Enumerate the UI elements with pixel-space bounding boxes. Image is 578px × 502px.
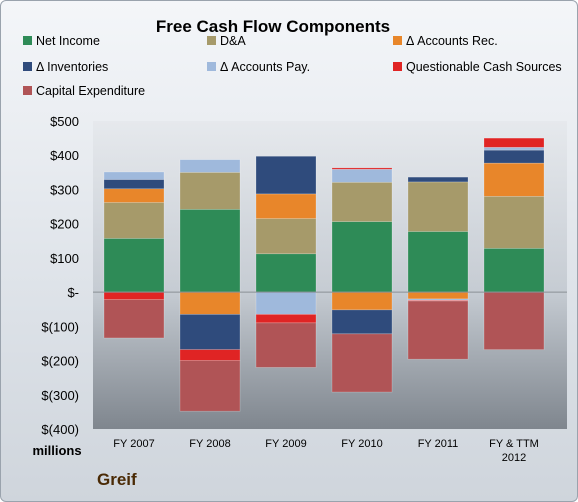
- bar-segment-accounts-rec: [331, 291, 393, 311]
- bar-segment-questionable-cash-sources: [255, 314, 317, 324]
- x-tick-label: FY & TTM 2012: [489, 438, 539, 464]
- y-tick-label: $(400): [41, 422, 79, 437]
- y-tick-label: $(100): [41, 319, 79, 334]
- bar-segment-accounts-pay: [103, 171, 165, 180]
- bar-segment-net-income: [103, 238, 165, 293]
- bars: [103, 137, 545, 412]
- bar-segment-d-a: [407, 181, 469, 232]
- x-tick-label: FY 2008: [189, 438, 230, 450]
- bar-segment-inventories: [179, 314, 241, 350]
- bar-segment-inventories: [331, 309, 393, 335]
- bar-segment-inventories: [483, 149, 545, 164]
- y-tick-label: $200: [50, 217, 79, 232]
- legend-label-capital-expenditure: Capital Expenditure: [36, 84, 145, 98]
- bar-segment-d-a: [103, 202, 165, 239]
- bar-segment-inventories: [103, 179, 165, 190]
- y-tick-label: $(300): [41, 388, 79, 403]
- bar-segment-accounts-pay: [255, 291, 317, 315]
- x-tick-label: FY 2011: [418, 438, 459, 450]
- legend-label-net-income: Net Income: [36, 34, 100, 48]
- bar-segment-net-income: [407, 231, 469, 293]
- y-tick-label: $(200): [41, 354, 79, 369]
- legend-label-questionable-cash-sources: Questionable Cash Sources: [406, 60, 562, 74]
- legend-label-d-a: D&A: [220, 34, 246, 48]
- y-tick-label: $500: [50, 114, 79, 129]
- bar-segment-capital-expenditure: [103, 299, 165, 339]
- unit-label: millions: [32, 443, 81, 458]
- legend-swatch-accounts-pay: [207, 62, 216, 71]
- bar-segment-accounts-pay: [483, 147, 545, 151]
- x-tick-label: FY 2010: [341, 438, 382, 450]
- chart-title: Free Cash Flow Components: [156, 17, 390, 36]
- legend-label-accounts-pay: Δ Accounts Pay.: [220, 60, 310, 74]
- bar-segment-d-a: [331, 181, 393, 222]
- legend-swatch-d-a: [207, 36, 216, 45]
- bar-segment-accounts-pay: [331, 168, 393, 183]
- bar-segment-net-income: [483, 248, 545, 293]
- bar-segment-questionable-cash-sources: [331, 167, 393, 170]
- bar-segment-accounts-rec: [179, 291, 241, 315]
- bar-segment-capital-expenditure: [179, 360, 241, 412]
- bar-segment-questionable-cash-sources: [179, 349, 241, 361]
- x-axis: FY 2007 FY 2008 FY 2009 FY 2010 FY 2011 FY & …: [113, 438, 539, 464]
- y-tick-label: $100: [50, 251, 79, 266]
- bar-segment-accounts-rec: [483, 162, 545, 197]
- bar-segment-d-a: [483, 195, 545, 249]
- bar-segment-capital-expenditure: [483, 291, 545, 350]
- legend: Net Income D&A Δ Accounts Rec. Δ Inventorie…: [23, 34, 562, 98]
- bar-segment-capital-expenditure: [255, 322, 317, 368]
- legend-swatch-questionable-cash-sources: [393, 62, 402, 71]
- y-axis: $500 $400 $300 $200 $100 $- $(100) $(200) $(300)…: [41, 114, 79, 437]
- legend-swatch-capital-expenditure: [23, 86, 32, 95]
- legend-swatch-accounts-rec: [393, 36, 402, 45]
- y-tick-label: $400: [50, 148, 79, 163]
- bar-segment-accounts-rec: [103, 188, 165, 203]
- y-tick-label: $-: [67, 285, 79, 300]
- x-tick-label: FY 2007: [113, 438, 154, 450]
- bar-segment-capital-expenditure: [407, 300, 469, 360]
- bar-segment-net-income: [255, 253, 317, 293]
- company-name: Greif: [97, 470, 137, 489]
- bar-segment-inventories: [255, 155, 317, 195]
- legend-label-accounts-rec: Δ Accounts Rec.: [406, 34, 498, 48]
- bar-segment-d-a: [179, 172, 241, 210]
- bar-segment-capital-expenditure: [331, 333, 393, 393]
- legend-swatch-net-income: [23, 36, 32, 45]
- bar-segment-accounts-rec: [407, 291, 469, 300]
- y-tick-label: $300: [50, 182, 79, 197]
- bar-segment-net-income: [179, 208, 241, 293]
- x-tick-label: FY 2009: [265, 438, 306, 450]
- bar-segment-questionable-cash-sources: [103, 291, 165, 300]
- bar-segment-inventories: [407, 176, 469, 183]
- legend-swatch-inventories: [23, 62, 32, 71]
- legend-label-inventories: Δ Inventories: [36, 60, 108, 74]
- bar-segment-d-a: [255, 218, 317, 255]
- bar-segment-accounts-rec: [255, 193, 317, 219]
- bar-segment-questionable-cash-sources: [483, 137, 545, 148]
- bar-segment-accounts-pay: [179, 159, 241, 173]
- bar-segment-net-income: [331, 221, 393, 293]
